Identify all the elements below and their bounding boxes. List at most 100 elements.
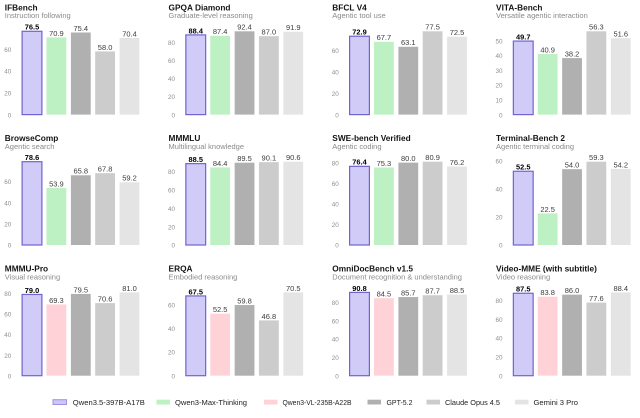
svg-text:0: 0 <box>335 373 339 380</box>
svg-text:76.5: 76.5 <box>25 23 39 32</box>
svg-text:60: 60 <box>4 47 12 54</box>
svg-text:VITA-Bench: VITA-Bench <box>496 3 542 13</box>
svg-text:60: 60 <box>168 58 176 65</box>
svg-text:SWE-bench Verified: SWE-bench Verified <box>332 133 410 143</box>
svg-text:60: 60 <box>168 187 176 194</box>
svg-text:70.9: 70.9 <box>49 29 64 38</box>
svg-text:BFCL V4: BFCL V4 <box>332 3 367 13</box>
svg-text:67.5: 67.5 <box>189 287 203 296</box>
svg-text:60: 60 <box>332 181 340 188</box>
svg-text:0: 0 <box>172 243 176 250</box>
svg-text:0: 0 <box>335 112 339 119</box>
svg-text:40.9: 40.9 <box>540 45 555 54</box>
svg-text:80.0: 80.0 <box>401 154 416 163</box>
svg-text:70.5: 70.5 <box>286 284 301 293</box>
svg-text:Visual reasoning: Visual reasoning <box>5 272 60 281</box>
svg-text:89.5: 89.5 <box>237 154 252 163</box>
svg-text:75.3: 75.3 <box>377 159 392 168</box>
svg-text:91.9: 91.9 <box>286 23 301 32</box>
svg-text:77.6: 77.6 <box>589 294 604 303</box>
svg-text:60: 60 <box>496 317 504 324</box>
svg-text:40: 40 <box>332 201 340 208</box>
svg-text:53.9: 53.9 <box>49 179 64 188</box>
svg-text:90.6: 90.6 <box>286 153 301 162</box>
svg-text:0: 0 <box>172 373 176 380</box>
svg-text:40: 40 <box>168 326 176 333</box>
svg-text:38.2: 38.2 <box>565 49 580 58</box>
svg-text:54.0: 54.0 <box>565 161 580 170</box>
svg-text:80: 80 <box>496 298 504 305</box>
svg-text:Multilingual knowledge: Multilingual knowledge <box>169 142 244 151</box>
svg-text:85.7: 85.7 <box>401 288 416 297</box>
svg-text:60: 60 <box>332 318 340 325</box>
svg-text:88.4: 88.4 <box>189 26 204 35</box>
svg-text:90.1: 90.1 <box>262 154 277 163</box>
svg-text:80: 80 <box>332 160 340 167</box>
svg-text:76.4: 76.4 <box>352 158 367 167</box>
svg-text:88.5: 88.5 <box>189 155 203 164</box>
svg-text:20: 20 <box>4 90 12 97</box>
svg-text:86.0: 86.0 <box>565 286 580 295</box>
svg-text:40: 40 <box>4 200 12 207</box>
svg-text:87.4: 87.4 <box>213 27 228 36</box>
svg-text:0: 0 <box>8 373 12 380</box>
svg-text:70.6: 70.6 <box>98 295 113 304</box>
svg-text:60: 60 <box>332 48 340 55</box>
svg-text:40: 40 <box>496 186 504 193</box>
svg-text:Terminal-Bench 2: Terminal-Bench 2 <box>496 133 565 143</box>
svg-text:60: 60 <box>4 179 12 186</box>
svg-text:72.9: 72.9 <box>352 28 366 37</box>
svg-text:49.7: 49.7 <box>516 32 530 41</box>
svg-text:40: 40 <box>496 336 504 343</box>
svg-text:20: 20 <box>496 355 504 362</box>
svg-text:Qwen3-Max-Thinking: Qwen3-Max-Thinking <box>175 398 247 407</box>
svg-text:52.5: 52.5 <box>516 163 530 172</box>
svg-text:80: 80 <box>332 300 340 307</box>
svg-text:Agentic terminal coding: Agentic terminal coding <box>496 142 574 151</box>
svg-text:59.2: 59.2 <box>122 174 137 183</box>
svg-text:40: 40 <box>168 76 176 83</box>
svg-text:67.7: 67.7 <box>377 33 392 42</box>
svg-text:Instruction following: Instruction following <box>5 11 71 20</box>
svg-text:60: 60 <box>4 312 12 319</box>
svg-text:40: 40 <box>332 337 340 344</box>
svg-text:10: 10 <box>496 97 504 104</box>
svg-text:0: 0 <box>499 112 503 119</box>
svg-text:OmniDocBench v1.5: OmniDocBench v1.5 <box>332 264 413 274</box>
svg-text:0: 0 <box>172 112 176 119</box>
svg-text:GPT-5.2: GPT-5.2 <box>387 398 413 407</box>
svg-text:84.4: 84.4 <box>213 159 228 168</box>
svg-text:20: 20 <box>496 215 504 222</box>
svg-text:Video reasoning: Video reasoning <box>496 272 550 281</box>
svg-text:87.0: 87.0 <box>262 28 277 37</box>
svg-text:77.5: 77.5 <box>425 23 440 32</box>
svg-text:46.8: 46.8 <box>262 312 277 321</box>
svg-text:Embodied reasoning: Embodied reasoning <box>169 272 238 281</box>
svg-text:79.0: 79.0 <box>25 286 39 295</box>
svg-text:88.4: 88.4 <box>613 284 628 293</box>
svg-text:65.8: 65.8 <box>73 167 88 176</box>
svg-text:0: 0 <box>335 243 339 250</box>
svg-text:60: 60 <box>496 158 504 165</box>
svg-text:80: 80 <box>168 169 176 176</box>
svg-text:78.6: 78.6 <box>25 153 39 162</box>
svg-text:MMMLU: MMMLU <box>169 133 201 143</box>
svg-text:Agentic tool use: Agentic tool use <box>332 11 385 20</box>
svg-text:40: 40 <box>332 69 340 76</box>
svg-text:Versatile agentic interaction: Versatile agentic interaction <box>496 11 588 20</box>
svg-text:59.3: 59.3 <box>589 153 604 162</box>
svg-text:22.5: 22.5 <box>540 205 555 214</box>
svg-text:54.2: 54.2 <box>613 160 628 169</box>
svg-text:83.8: 83.8 <box>540 288 555 297</box>
svg-text:0: 0 <box>8 112 12 119</box>
svg-text:58.0: 58.0 <box>98 43 113 52</box>
svg-text:79.5: 79.5 <box>73 285 88 294</box>
svg-text:20: 20 <box>4 221 12 228</box>
svg-text:80: 80 <box>4 291 12 298</box>
svg-text:Qwen3.5-397B-A17B: Qwen3.5-397B-A17B <box>73 398 145 407</box>
svg-text:84.5: 84.5 <box>377 290 392 299</box>
svg-text:20: 20 <box>4 353 12 360</box>
svg-text:40: 40 <box>496 53 504 60</box>
svg-text:70.4: 70.4 <box>122 29 137 38</box>
svg-text:52.5: 52.5 <box>213 305 228 314</box>
